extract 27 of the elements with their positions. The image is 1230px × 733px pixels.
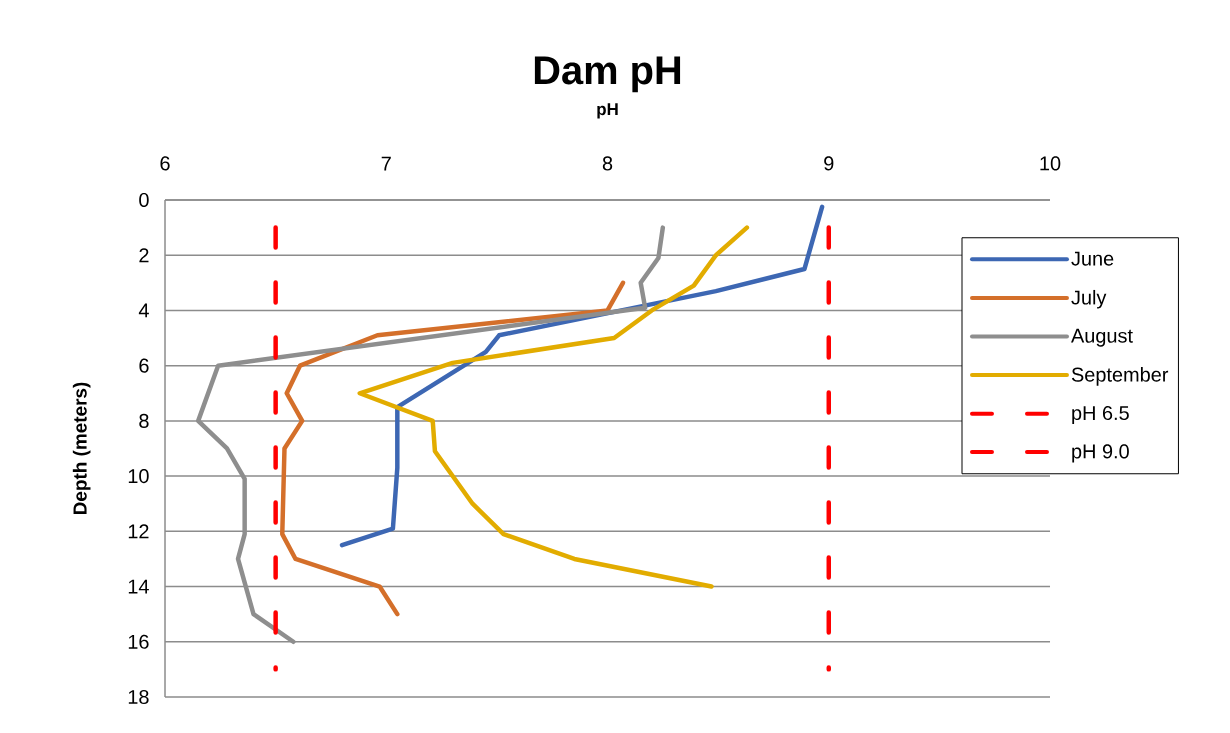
- y-tick-label: 6: [139, 358, 149, 373]
- line-series: [357, 225, 750, 589]
- line-series: [195, 225, 666, 645]
- y-tick-label: 12: [128, 524, 149, 539]
- y-tick-label: 8: [139, 413, 149, 428]
- y-tick-label: 10: [128, 469, 149, 484]
- legend-label: pH 6.5: [1072, 405, 1129, 425]
- y-tick-label: 2: [139, 248, 149, 263]
- line-series: [280, 280, 626, 617]
- x-tick-label: 8: [602, 156, 613, 171]
- y-tick-label: 14: [128, 579, 149, 594]
- y-tick-label: 18: [128, 689, 149, 705]
- x-tick-label: 7: [381, 156, 391, 171]
- x-tick-label: 10: [1040, 156, 1061, 171]
- chart-title: Dam pH: [534, 56, 681, 93]
- x-tick-label: 6: [160, 156, 170, 171]
- legend-label: September: [1071, 367, 1169, 386]
- y-tick-label: 16: [128, 634, 149, 649]
- legend-label: June: [1071, 251, 1114, 266]
- y-tick-label: 4: [138, 303, 149, 318]
- y-tick-label: 0: [139, 192, 149, 208]
- x-tick-label: 9: [824, 156, 834, 171]
- x-axis-title: pH: [597, 103, 618, 119]
- legend-label: July: [1071, 289, 1107, 309]
- y-axis-title: Depth (meters): [72, 382, 91, 515]
- legend-label: pH 9.0: [1072, 444, 1129, 463]
- legend-label: August: [1071, 328, 1133, 347]
